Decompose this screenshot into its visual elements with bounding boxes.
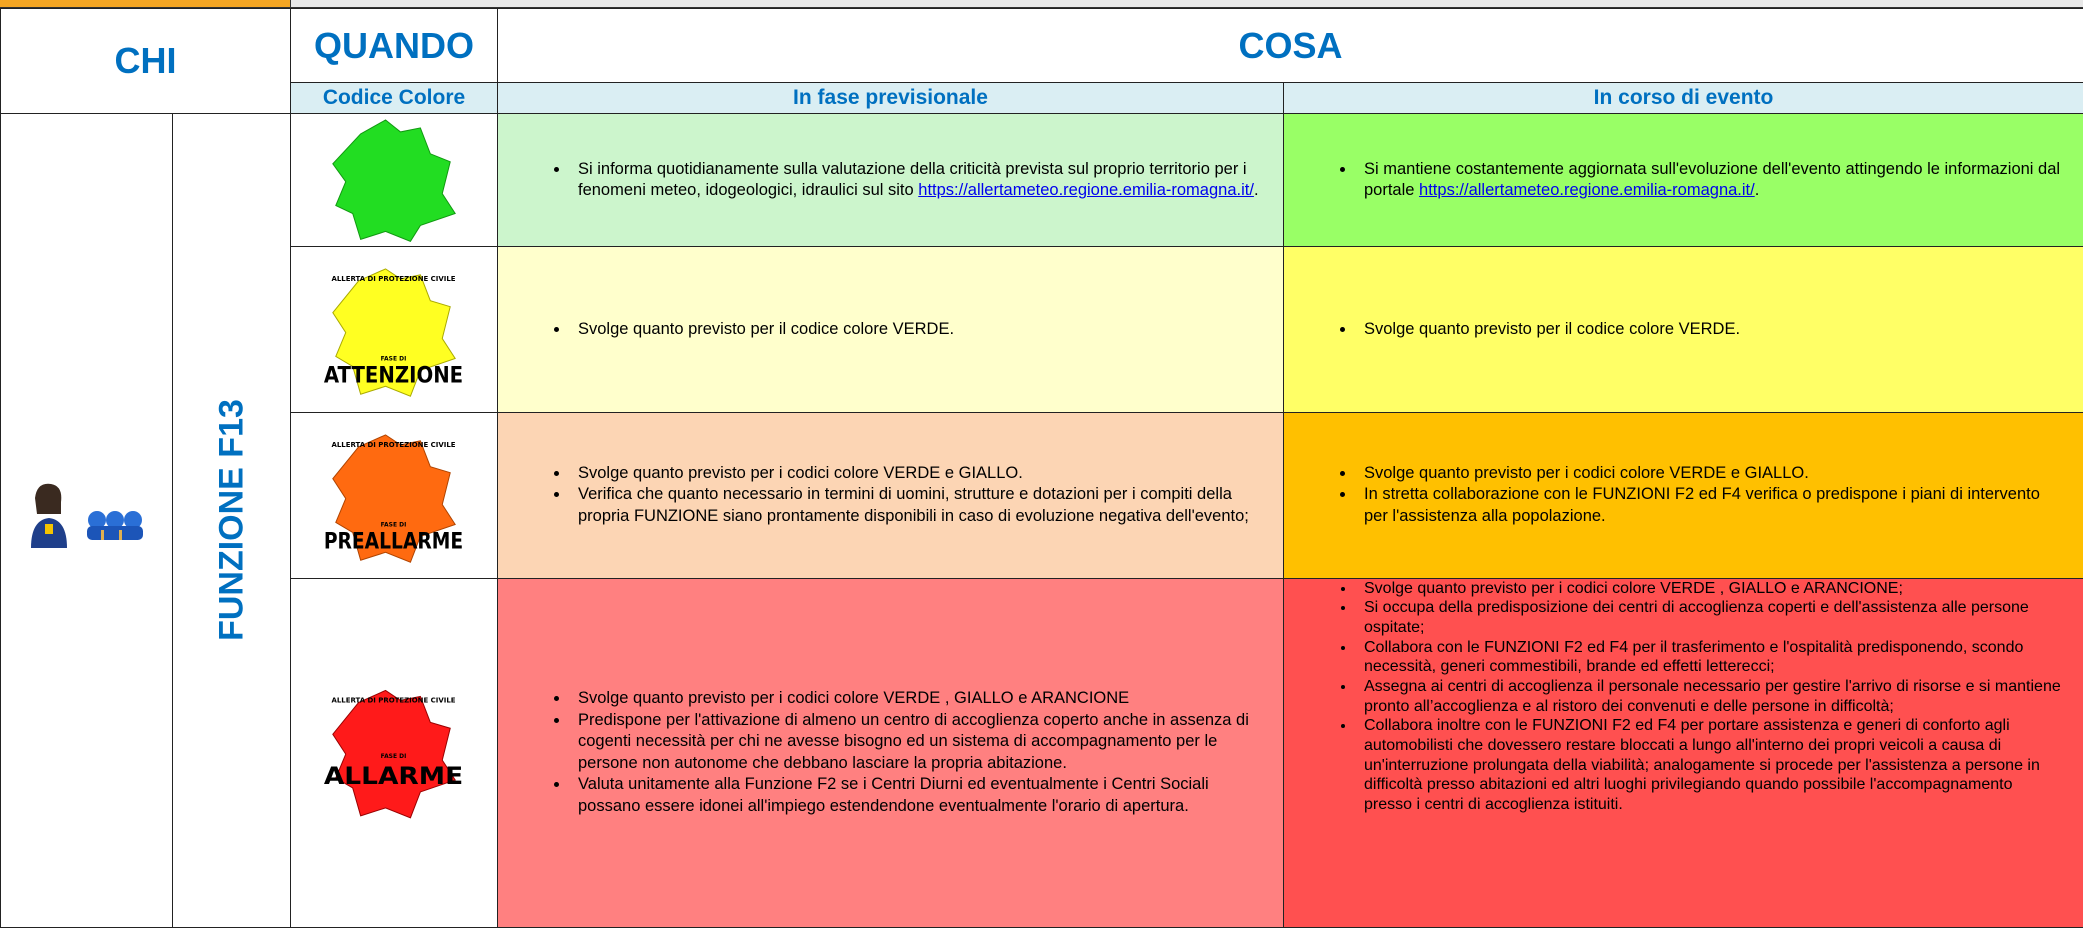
prev-cell: Si informa quotidianamente sulla valutaz… <box>497 112 1284 248</box>
prev-cell: Svolge quanto previsto per i codici colo… <box>497 411 1284 579</box>
evento-cell: Svolge quanto previsto per i codici colo… <box>1282 577 2083 928</box>
map-name: ATTENZIONE <box>324 364 463 389</box>
bullet-item: Collabora con le FUNZIONI F2 ed F4 per i… <box>1356 638 2063 677</box>
bullet-list: Svolge quanto previsto per i codici colo… <box>1285 463 2083 527</box>
bullet-item: Svolge quanto previsto per i codici colo… <box>1356 579 2063 598</box>
bullet-item: Svolge quanto previsto per il codice col… <box>1356 319 2063 340</box>
map-header: ALLERTA DI PROTEZIONE CIVILE <box>331 275 455 283</box>
quando-header: QUANDO <box>290 8 498 83</box>
evento-header: In corso di evento <box>1282 82 2083 114</box>
previsionale-header: In fase previsionale <box>497 82 1284 114</box>
evento-cell: Si mantiene costantemente aggiornata sul… <box>1282 112 2083 248</box>
map-cell <box>290 112 498 248</box>
table: CHI QUANDO COSA Codice Colore In fase pr… <box>0 8 2083 928</box>
prev-cell: Svolge quanto previsto per i codici colo… <box>497 577 1284 928</box>
bullet-item: Si occupa della predisposizione dei cent… <box>1356 598 2063 637</box>
cosa-header: COSA <box>496 8 2083 83</box>
bullet-item: Si mantiene costantemente aggiornata sul… <box>1356 159 2063 202</box>
bullet-list: Svolge quanto previsto per il codice col… <box>499 319 1283 340</box>
link[interactable]: https://allertameteo.regione.emilia-roma… <box>1419 181 1755 200</box>
bullet-list: Si mantiene costantemente aggiornata sul… <box>1285 159 2083 202</box>
bullet-item: Si informa quotidianamente sulla valutaz… <box>570 159 1263 202</box>
item-tail: . <box>1253 181 1259 200</box>
chi-header: CHI <box>0 8 291 114</box>
map: ALLERTA DI PROTEZIONE CIVILE FASE DI ATT… <box>324 268 463 398</box>
bullet-item: Assegna ai centri di accoglienza il pers… <box>1356 677 2063 716</box>
top-strip <box>0 0 2083 8</box>
funzione-label: FUNZIONE F13 <box>212 399 250 642</box>
item-tail: . <box>1754 181 1760 200</box>
bullet-item: In stretta collaborazione con le FUNZION… <box>1356 484 2063 527</box>
bullet-item: Svolge quanto previsto per i codici colo… <box>1356 463 2063 484</box>
map-name: PREALLARME <box>324 529 463 554</box>
map: ALLERTA DI PROTEZIONE CIVILE FASE DI PRE… <box>324 433 463 563</box>
funzione-cell: FUNZIONE F13 <box>172 113 291 928</box>
map-cell: ALLERTA DI PROTEZIONE CIVILE FASE DI ATT… <box>290 246 498 413</box>
bullet-list: Svolge quanto previsto per i codici colo… <box>499 463 1283 527</box>
bullet-item: Verifica che quanto necessario in termin… <box>570 484 1263 527</box>
bullet-item: Svolge quanto previsto per il codice col… <box>570 319 1263 340</box>
map-fase: FASE DI <box>381 753 407 760</box>
map-name: ALLARME <box>324 762 463 790</box>
map-fase: FASE DI <box>381 521 407 528</box>
prev-cell: Svolge quanto previsto per il codice col… <box>497 246 1284 413</box>
map <box>332 119 456 242</box>
bullet-item: Svolge quanto previsto per i codici colo… <box>570 463 1263 484</box>
item-text: Si mantiene costantemente aggiornata sul… <box>1364 159 2061 200</box>
link[interactable]: https://allertameteo.regione.emilia-roma… <box>918 181 1254 200</box>
codice-header: Codice Colore <box>290 82 498 114</box>
bullet-list: Si informa quotidianamente sulla valutaz… <box>499 159 1283 202</box>
map-cell: ALLERTA DI PROTEZIONE CIVILE FASE DI PRE… <box>290 411 498 579</box>
bullet-item: Valuta unitamente alla Funzione F2 se i … <box>570 774 1263 817</box>
map-header: ALLERTA DI PROTEZIONE CIVILE <box>331 696 455 704</box>
evento-cell: Svolge quanto previsto per il codice col… <box>1282 246 2083 413</box>
person-icon <box>31 484 143 549</box>
map-cell: ALLERTA DI PROTEZIONE CIVILE FASE DI ALL… <box>290 577 498 928</box>
bullet-list: Svolge quanto previsto per i codici colo… <box>499 688 1283 817</box>
bullet-item: Collabora inoltre con le FUNZIONI F2 ed … <box>1356 716 2063 814</box>
bullet-list: Svolge quanto previsto per i codici colo… <box>1285 579 2083 815</box>
icon-cell <box>0 113 173 928</box>
bullet-item: Svolge quanto previsto per i codici colo… <box>570 688 1263 709</box>
bullet-list: Svolge quanto previsto per il codice col… <box>1285 319 2083 340</box>
map-header: ALLERTA DI PROTEZIONE CIVILE <box>331 440 455 448</box>
bullet-item: Predispone per l'attivazione di almeno u… <box>570 710 1263 774</box>
map-fase: FASE DI <box>381 356 407 363</box>
map: ALLERTA DI PROTEZIONE CIVILE FASE DI ALL… <box>324 689 463 819</box>
evento-cell: Svolge quanto previsto per i codici colo… <box>1282 411 2083 579</box>
item-text: Si informa quotidianamente sulla valutaz… <box>578 159 1247 200</box>
